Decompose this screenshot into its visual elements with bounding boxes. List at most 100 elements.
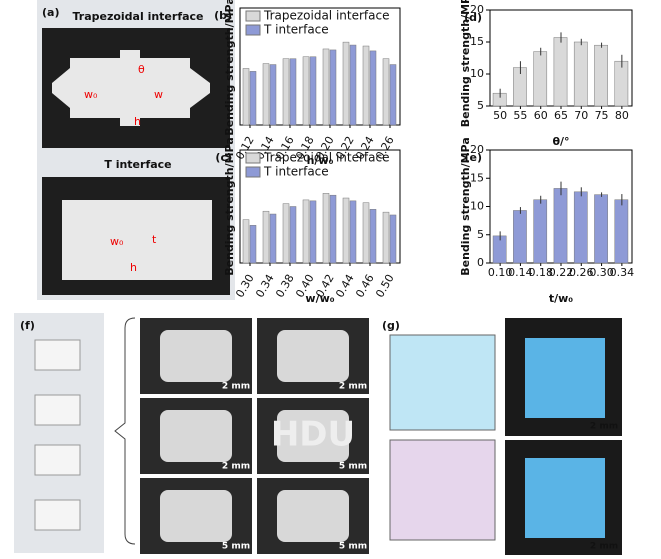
x-axis-label: w/w₀ xyxy=(305,292,334,305)
bar xyxy=(614,60,629,107)
y-tick-label: 0 xyxy=(477,256,484,269)
legend-label: Trapezoidal interface xyxy=(263,151,389,165)
bar xyxy=(614,199,629,264)
y-tick-label: 10 xyxy=(470,67,484,80)
y-tick-label: 15 xyxy=(470,35,484,48)
x-tick-label: 55 xyxy=(513,109,527,122)
bar xyxy=(242,68,250,126)
annotation: t xyxy=(152,233,157,246)
bar xyxy=(362,45,370,126)
y-axis-label: Bending strength/MPa xyxy=(223,0,236,136)
bar xyxy=(349,44,357,126)
legend-swatch xyxy=(245,24,261,36)
specimen xyxy=(277,490,349,542)
x-tick-label: 60 xyxy=(534,109,548,122)
y-tick-label: 20 xyxy=(470,143,484,156)
panel-label: (f) xyxy=(20,319,35,332)
y-axis-label: Bending strength/MPa xyxy=(223,137,236,276)
y-axis-label: Bending strength/MPa xyxy=(459,137,472,276)
bar xyxy=(302,199,310,264)
bar xyxy=(594,44,608,107)
bar xyxy=(322,48,330,126)
brace xyxy=(114,317,136,545)
bar xyxy=(322,193,330,264)
y-tick-label: 5 xyxy=(477,228,484,241)
photo-text: HDU xyxy=(271,415,355,455)
y-tick-label: 5 xyxy=(477,99,484,112)
x-tick-label: 0.34 xyxy=(253,272,277,300)
legend-swatch xyxy=(245,166,261,178)
x-tick-label: 0.50 xyxy=(373,272,397,300)
y-tick-label: 15 xyxy=(470,171,484,184)
model xyxy=(34,499,81,531)
bar xyxy=(513,210,527,264)
y-tick-label: 10 xyxy=(470,200,484,213)
bar xyxy=(329,194,337,264)
specimen xyxy=(160,330,232,382)
scale-bar: 2 mm xyxy=(339,382,367,392)
x-tick-label: 75 xyxy=(595,109,609,122)
panel-label: (c) xyxy=(215,151,232,164)
specimen xyxy=(277,330,349,382)
bar xyxy=(573,191,588,264)
bar xyxy=(262,210,270,264)
photo-title: Trapezoidal interface xyxy=(72,10,203,23)
bar xyxy=(533,51,548,107)
bar xyxy=(309,56,317,126)
bar xyxy=(249,225,257,264)
legend-swatch xyxy=(245,10,261,22)
bar xyxy=(369,50,377,126)
bar xyxy=(242,219,250,264)
y-axis-label: Bending strength/MPa xyxy=(459,0,472,127)
annotation: h xyxy=(130,261,137,274)
bar xyxy=(282,203,290,264)
model xyxy=(389,334,496,431)
x-axis-label: θ/° xyxy=(552,135,569,148)
y-tick-label: 20 xyxy=(470,3,484,16)
annotation: w xyxy=(154,88,163,101)
bar xyxy=(289,58,297,126)
bar xyxy=(262,63,270,126)
bar xyxy=(342,197,350,264)
x-tick-label: 0.38 xyxy=(273,272,297,300)
panel-label: (b) xyxy=(214,9,232,22)
bar xyxy=(289,206,297,264)
model xyxy=(34,444,81,476)
legend-label: Trapezoidal interface xyxy=(263,9,389,23)
plot-frame xyxy=(239,7,401,126)
x-tick-label: 0.26 xyxy=(569,266,594,279)
x-axis-label: t/w₀ xyxy=(549,292,573,305)
bar xyxy=(533,199,548,264)
annotation: θ xyxy=(138,63,145,76)
bar xyxy=(513,67,527,107)
x-tick-label: 80 xyxy=(615,109,629,122)
x-tick-label: 0.34 xyxy=(610,266,635,279)
bar xyxy=(249,71,257,126)
bar xyxy=(342,41,350,126)
bar xyxy=(309,200,317,264)
x-tick-label: 0.14 xyxy=(508,266,533,279)
bar xyxy=(382,58,390,126)
scale-bar: 2 mm xyxy=(222,462,250,472)
bar xyxy=(573,41,588,107)
specimen xyxy=(160,410,232,462)
bar xyxy=(389,214,397,264)
x-tick-label: 0.46 xyxy=(353,272,377,300)
bar xyxy=(553,188,568,264)
bar xyxy=(369,209,377,264)
model xyxy=(389,439,496,541)
bar xyxy=(282,58,290,126)
bar xyxy=(329,49,337,126)
legend-swatch xyxy=(245,152,261,164)
x-tick-label: 65 xyxy=(554,109,568,122)
bar xyxy=(269,213,277,264)
annotation: w₀ xyxy=(110,235,124,248)
model xyxy=(34,394,81,426)
specimen xyxy=(277,410,349,462)
scale-bar: 5 mm xyxy=(339,542,367,552)
panel-label: (e) xyxy=(464,151,482,164)
specimen xyxy=(62,200,212,280)
x-tick-label: 70 xyxy=(574,109,588,122)
cube xyxy=(525,338,605,418)
